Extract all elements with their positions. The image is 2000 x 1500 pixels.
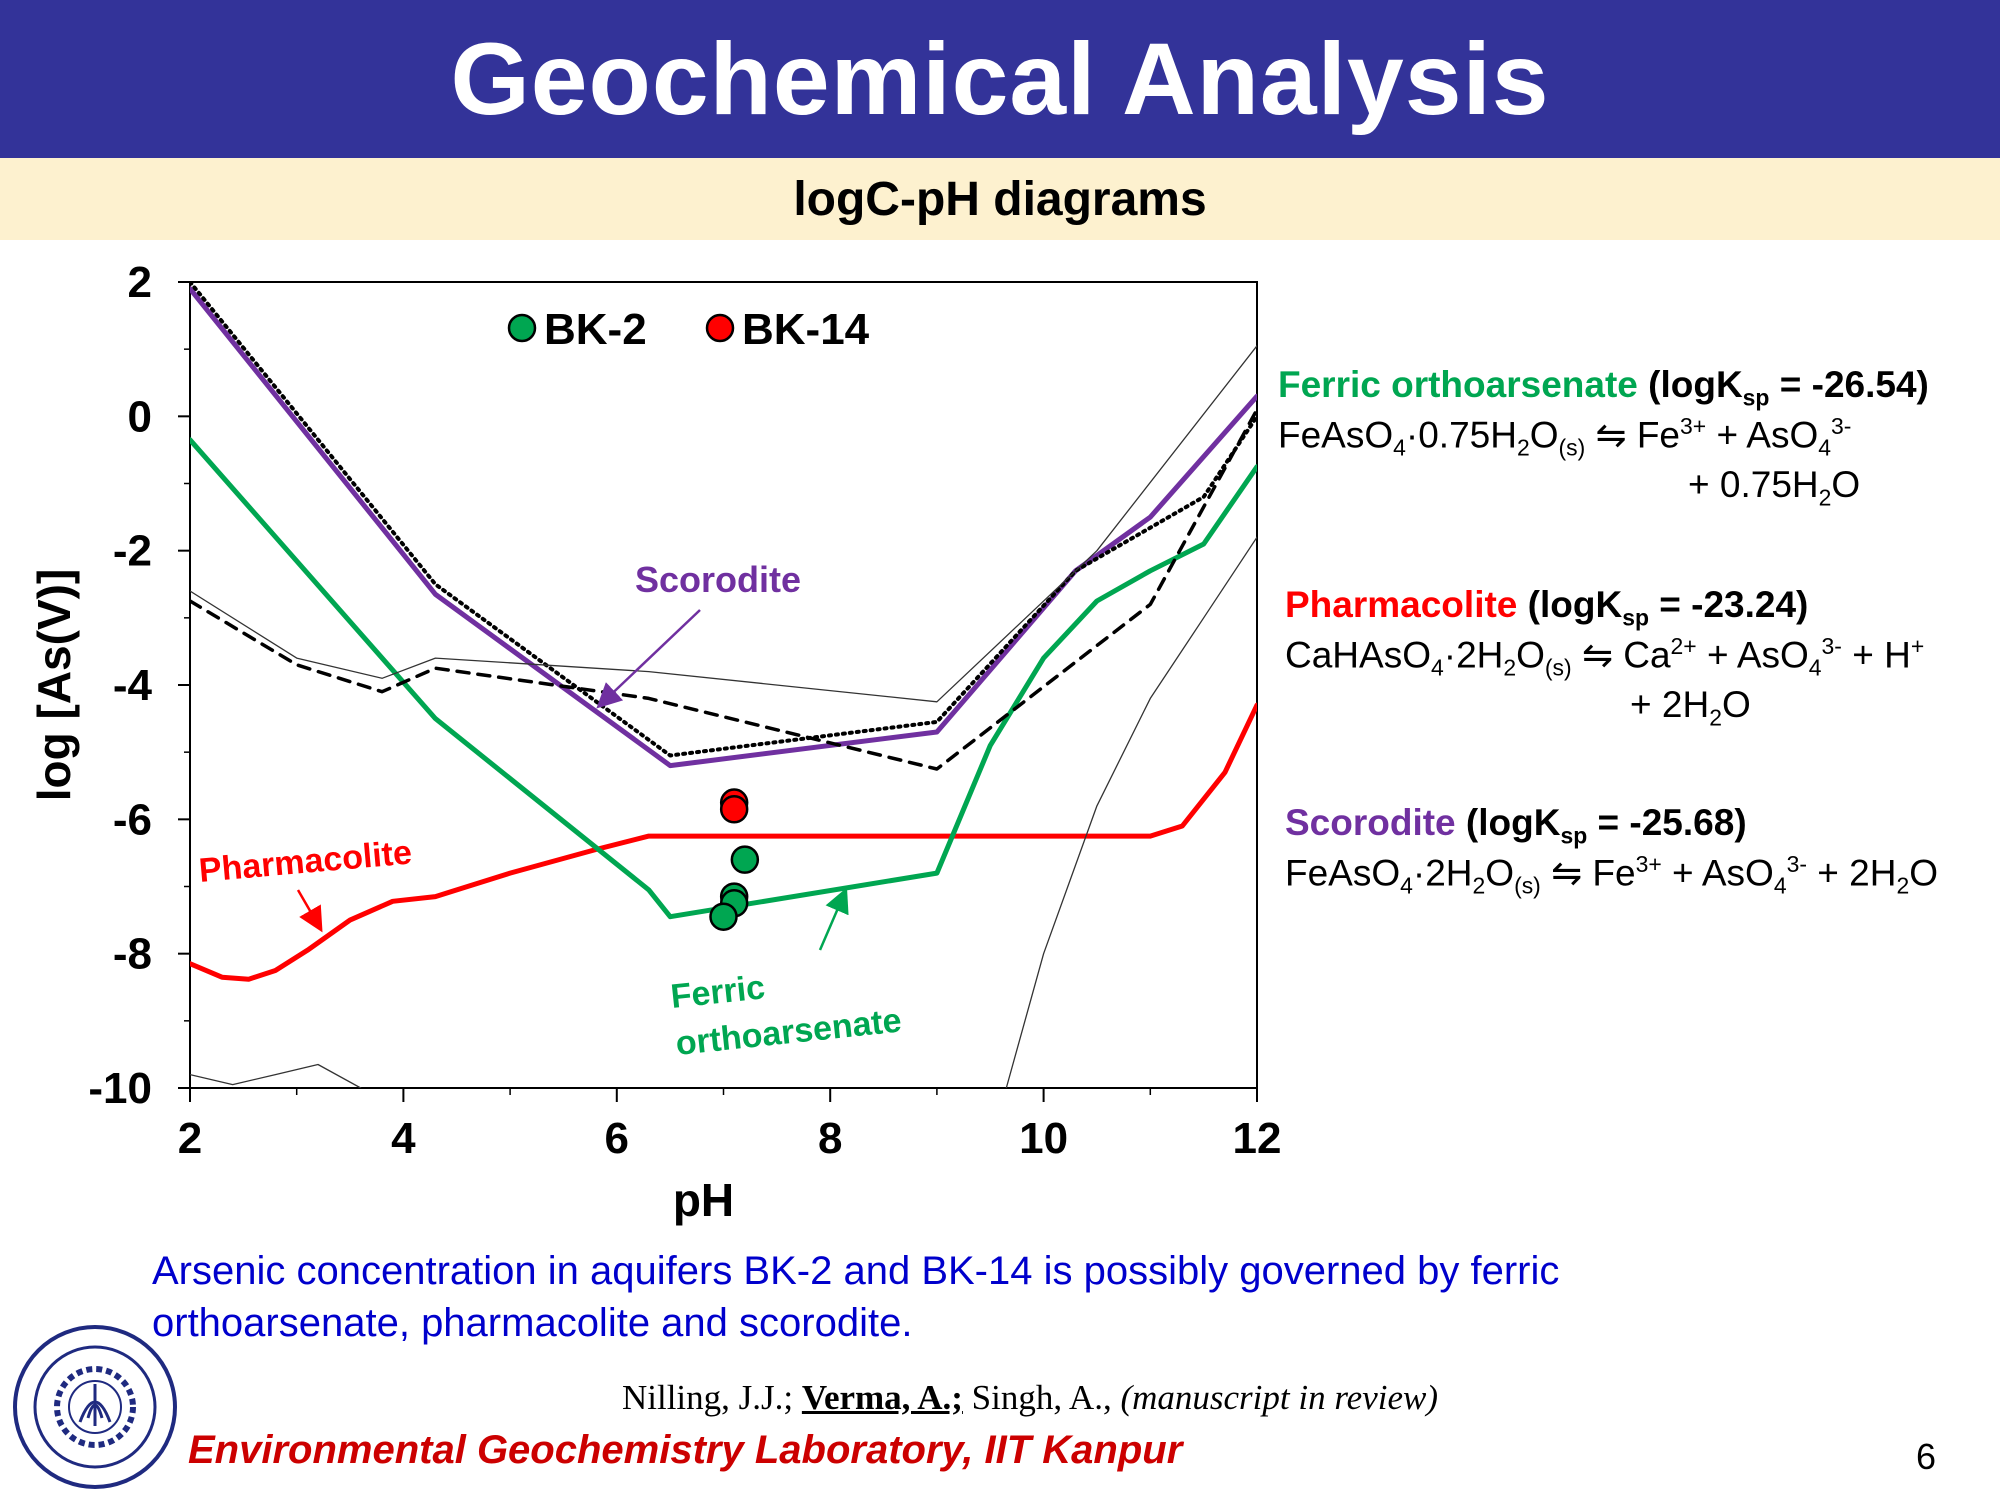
series-dotted [190, 282, 1257, 758]
x-axis-title: pH [673, 1174, 734, 1226]
series-dashed [190, 407, 1257, 771]
page-number: 6 [1916, 1436, 1937, 1477]
ferric-reaction-line1: FeAsO4·0.75H2O(s) ⇋ Fe3+ + AsO43- [1278, 413, 1852, 461]
legend-marker [507, 313, 537, 343]
ferric-k: (logKsp = -26.54) [1648, 364, 1929, 411]
y-tick-label: 2 [128, 258, 152, 307]
sample-point-bk-14 [719, 795, 749, 824]
x-tick-label: 6 [605, 1114, 629, 1163]
footer-lab-name: Environmental Geochemistry Laboratory, I… [188, 1428, 1183, 1472]
scorodite-reaction-line1: FeAsO4·2H2O(s) ⇋ Fe3+ + AsO43- + 2H2O [1285, 851, 1939, 899]
scorodite-k: (logKsp = -25.68) [1465, 802, 1747, 849]
ferric-reaction-line2: + 0.75H2O [1688, 464, 1861, 511]
series-thin-1 [190, 345, 1257, 703]
citation: Nilling, J.J.; Verma, A.; Singh, A., (ma… [621, 1378, 1438, 1417]
y-tick-label: -10 [88, 1064, 152, 1113]
sample-point-bk-2 [709, 902, 738, 931]
x-tick-label: 8 [818, 1114, 842, 1163]
ferric-annotation-line1: Ferric [669, 968, 767, 1016]
y-tick-label: -4 [113, 661, 153, 710]
series-thin-2 [1005, 536, 1257, 1088]
pharmacolite-k: (logKsp = -23.24) [1527, 584, 1809, 631]
pharmacolite-reaction-line2: + 2H2O [1630, 684, 1751, 731]
subtitle-band: logC-pH diagrams [0, 158, 2000, 240]
x-tick-label: 12 [1233, 1114, 1282, 1163]
title-banner: Geochemical Analysis [0, 0, 2000, 158]
pharmacolite-annotation: Pharmacolite [197, 834, 413, 890]
conclusion-text: Arsenic concentration in aquifers BK-2 a… [152, 1249, 1560, 1345]
y-tick-label: -2 [113, 527, 152, 576]
ferric-equation-block: Ferric orthoarsenate (logKsp = -26.54) F… [1278, 362, 1929, 513]
pharmacolite-name: Pharmacolite [1285, 584, 1518, 625]
series-pharmacolite [190, 702, 1257, 982]
scorodite-equation-block: Scorodite (logKsp = -25.68) FeAsO4·2H2O(… [1285, 800, 1938, 900]
slide-subtitle: logC-pH diagrams [793, 172, 1207, 226]
chart-legend: BK-2 BK-14 [507, 305, 870, 354]
ferric-name: Ferric orthoarsenate [1278, 364, 1638, 405]
pharmacolite-equation-block: Pharmacolite (logKsp = -23.24) CaHAsO4·2… [1285, 582, 1924, 733]
scorodite-annotation-arrow [596, 609, 701, 709]
y-tick-label: -6 [113, 795, 152, 844]
sample-point-bk-2 [730, 845, 760, 874]
plot-frame [189, 281, 1258, 1089]
ferric-annotation-arrow [818, 887, 849, 951]
scorodite-annotation: Scorodite [635, 559, 801, 600]
series-thin-3 [190, 1063, 362, 1088]
series-scorodite [190, 286, 1257, 769]
scorodite-name: Scorodite [1285, 802, 1456, 843]
y-tick-label: -8 [113, 930, 152, 979]
y-tick-label: 0 [128, 392, 152, 441]
series-ferric-orthoarsenate [190, 437, 1257, 920]
x-tick-label: 4 [391, 1114, 416, 1163]
x-tick-label: 2 [178, 1114, 202, 1163]
pharmacolite-annotation-arrow [296, 889, 323, 933]
legend-label: BK-2 [544, 305, 647, 354]
slide-title: Geochemical Analysis [450, 21, 1550, 136]
pharmacolite-reaction-line1: CaHAsO4·2H2O(s) ⇋ Ca2+ + AsO43- + H+ [1285, 633, 1925, 681]
y-axis-title: log [As(V)] [28, 569, 80, 802]
legend-marker [705, 313, 735, 343]
x-tick-label: 10 [1019, 1114, 1068, 1163]
iit-kanpur-seal-icon [13, 1325, 177, 1489]
legend-label: BK-14 [742, 305, 870, 354]
